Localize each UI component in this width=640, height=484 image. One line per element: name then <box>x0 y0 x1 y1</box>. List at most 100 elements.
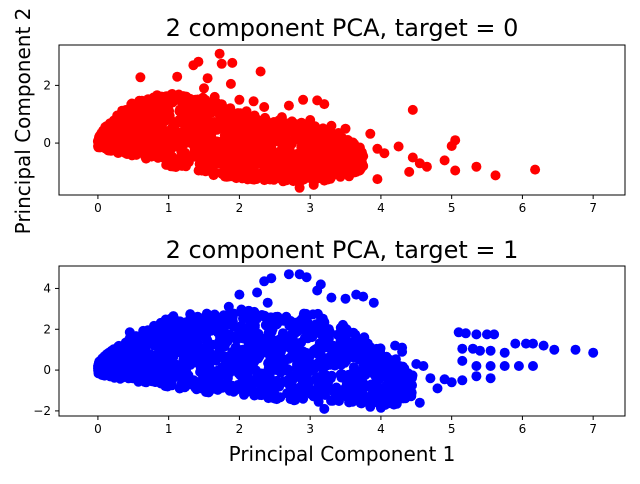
data-point <box>319 403 330 414</box>
data-point <box>298 308 309 319</box>
data-point <box>256 152 267 163</box>
data-point <box>343 347 354 358</box>
data-point <box>333 329 344 339</box>
data-point <box>264 360 274 371</box>
scatter-points <box>92 48 541 193</box>
y-tick-label: 2 <box>43 78 51 92</box>
data-point <box>312 285 323 296</box>
data-point <box>270 155 281 166</box>
x-tick-label: 2 <box>236 422 244 436</box>
x-tick-label: 3 <box>306 201 314 215</box>
data-point <box>350 341 361 352</box>
data-point <box>216 58 227 69</box>
y-tick-label: 4 <box>43 281 51 295</box>
data-point <box>255 66 266 77</box>
data-point <box>513 361 524 371</box>
data-point <box>214 336 225 347</box>
data-point <box>167 339 178 350</box>
data-point <box>200 94 211 105</box>
data-point <box>220 367 230 378</box>
data-point <box>261 167 272 178</box>
data-point <box>485 373 496 384</box>
data-point <box>241 370 252 381</box>
data-point <box>228 128 239 139</box>
data-point <box>471 161 482 172</box>
data-point <box>291 131 302 142</box>
data-point <box>180 138 191 149</box>
data-point <box>208 170 219 181</box>
data-point <box>271 380 282 391</box>
data-point <box>207 310 218 321</box>
data-point <box>471 361 482 371</box>
data-point <box>347 153 358 164</box>
data-point <box>340 382 351 393</box>
data-point <box>96 368 107 379</box>
data-point <box>301 147 312 158</box>
data-point <box>172 71 183 82</box>
data-point <box>154 122 165 133</box>
data-point <box>490 170 501 181</box>
data-point <box>227 312 238 323</box>
data-point <box>231 331 242 341</box>
x-axis-ticks: 0 1 2 3 4 5 6 7 <box>94 416 597 436</box>
data-point <box>233 108 243 119</box>
data-point <box>425 373 436 384</box>
data-point <box>368 297 379 308</box>
plot-area <box>58 265 626 417</box>
data-point <box>372 174 383 185</box>
data-point <box>202 73 213 84</box>
y-tick-label: 0 <box>43 136 51 150</box>
data-point <box>521 338 531 349</box>
data-point <box>161 378 172 389</box>
data-point <box>184 357 195 368</box>
data-point <box>323 324 334 335</box>
x-tick-label: 4 <box>377 422 385 436</box>
data-point <box>168 159 179 170</box>
data-point <box>365 128 376 139</box>
data-point <box>248 96 259 107</box>
data-point <box>153 91 164 102</box>
data-point <box>252 172 263 183</box>
data-point <box>570 344 581 355</box>
data-point <box>257 125 268 136</box>
data-point <box>287 328 298 339</box>
data-point <box>149 108 160 118</box>
data-point <box>439 155 450 166</box>
data-point <box>147 98 158 109</box>
data-point <box>111 369 122 380</box>
plot-area <box>58 44 626 196</box>
data-point <box>346 374 357 385</box>
scatter-points <box>93 269 599 414</box>
data-point <box>348 362 359 373</box>
data-point <box>305 115 316 125</box>
data-point <box>392 388 403 399</box>
data-point <box>315 339 326 350</box>
data-point <box>316 131 327 141</box>
data-point <box>135 72 146 83</box>
data-point <box>510 338 521 349</box>
data-point <box>319 175 330 186</box>
data-point <box>278 354 288 365</box>
x-tick-label: 0 <box>94 422 102 436</box>
data-point <box>225 78 236 89</box>
data-point <box>538 340 549 351</box>
data-point <box>235 127 246 137</box>
data-point <box>345 137 355 148</box>
data-point <box>404 166 415 177</box>
data-point <box>156 350 167 361</box>
data-point <box>175 114 186 125</box>
data-point <box>258 381 269 392</box>
data-point <box>482 329 492 340</box>
data-point <box>323 377 333 388</box>
data-point <box>265 326 276 337</box>
data-point <box>249 122 260 133</box>
data-point <box>457 355 468 366</box>
data-point <box>142 107 153 118</box>
data-point <box>300 169 311 180</box>
data-point <box>240 116 251 126</box>
data-point <box>272 311 283 322</box>
y-tick-label: 2 <box>43 322 51 336</box>
data-point <box>333 157 344 168</box>
data-point <box>284 121 295 132</box>
